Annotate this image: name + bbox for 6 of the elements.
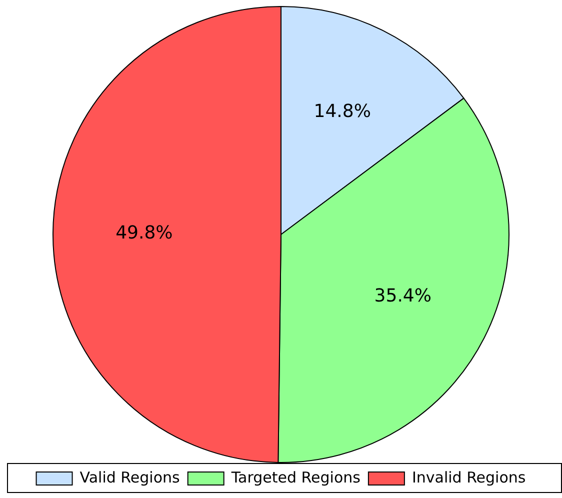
legend-label: Valid Regions — [80, 468, 180, 486]
data-label: 14.8% — [314, 100, 371, 122]
data-label: 35.4% — [374, 285, 432, 306]
data-label: 49.8% — [116, 222, 173, 244]
legend-label: Targeted Regions — [230, 468, 361, 486]
legend-label: Invalid Regions — [412, 468, 526, 486]
